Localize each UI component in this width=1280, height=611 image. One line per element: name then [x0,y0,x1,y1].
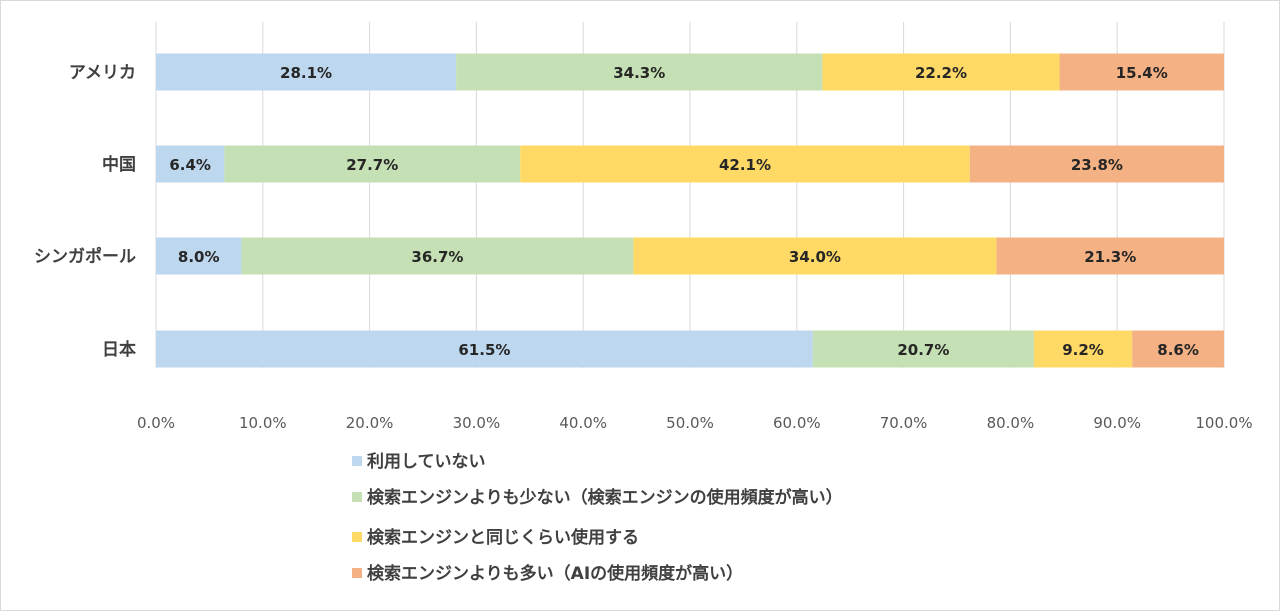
category-label: 中国 [102,154,136,175]
bar-segment [224,145,521,183]
bar-segment [969,145,1224,183]
data-label: 23.8% [1071,156,1123,174]
x-tick-label: 20.0% [346,414,394,432]
data-label: 9.2% [1062,341,1104,359]
legend-swatch [352,568,362,578]
x-tick-label: 30.0% [453,414,501,432]
data-label: 61.5% [458,341,510,359]
x-tick-label: 0.0% [137,414,175,432]
bar-segment [156,330,813,368]
data-label: 42.1% [719,156,771,174]
legend-swatch [352,456,362,466]
category-label: 日本 [102,339,136,360]
bar-segment [456,53,823,91]
data-label: 27.7% [346,156,398,174]
bar-segment [156,237,242,275]
x-tick-label: 100.0% [1195,414,1252,432]
legend-label: 検索エンジンよりも多い（AIの使用頻度が高い） [367,563,743,584]
bar-segment [1132,330,1224,368]
data-label: 15.4% [1116,64,1168,82]
legend-swatch [352,492,362,502]
x-tick-label: 50.0% [666,414,714,432]
bar-segment [156,145,225,183]
bar-segment [996,237,1224,275]
x-tick-label: 60.0% [773,414,821,432]
category-label: シンガポール [34,246,136,267]
bar-segment [156,53,457,91]
legend-label: 検索エンジンよりも少ない（検索エンジンの使用頻度が高い） [367,487,843,508]
legend-label: 検索エンジンと同じくらい使用する [367,527,639,548]
bar-segment [520,145,970,183]
x-tick-label: 80.0% [987,414,1035,432]
x-tick-label: 40.0% [559,414,607,432]
bar-segment [812,330,1034,368]
data-label: 8.0% [178,248,220,266]
x-tick-label: 90.0% [1093,414,1141,432]
bar-segment [633,237,997,275]
bar-segment [822,53,1060,91]
bar-segment [1033,330,1133,368]
bar-segment [1059,53,1224,91]
bar-segment [241,237,634,275]
x-tick-label: 70.0% [880,414,928,432]
data-label: 34.3% [613,64,665,82]
data-label: 28.1% [280,64,332,82]
data-label: 34.0% [789,248,841,266]
data-label: 8.6% [1157,341,1199,359]
data-label: 20.7% [897,341,949,359]
data-label: 36.7% [411,248,463,266]
legend-label: 利用していない [367,451,486,472]
legend-swatch [352,532,362,542]
x-tick-label: 10.0% [239,414,287,432]
data-label: 6.4% [169,156,211,174]
data-label: 21.3% [1084,248,1136,266]
data-label: 22.2% [915,64,967,82]
category-label: アメリカ [69,63,136,83]
